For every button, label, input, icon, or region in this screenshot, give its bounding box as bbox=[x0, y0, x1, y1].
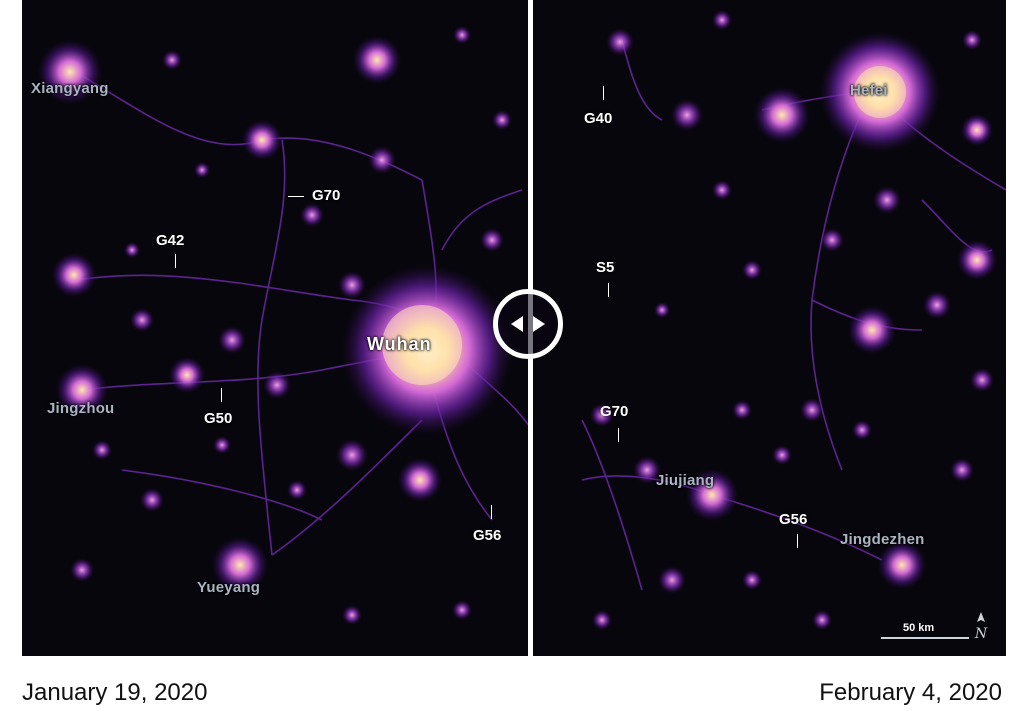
date-label-before: January 19, 2020 bbox=[22, 679, 208, 706]
scale-bar-label: 50 km bbox=[903, 622, 935, 634]
road-tick-g42 bbox=[175, 254, 176, 268]
left-right-arrows-icon bbox=[511, 316, 545, 332]
road-tick-g40 bbox=[603, 86, 604, 100]
road-tick-s5 bbox=[608, 283, 609, 297]
road-label-g56: G56 bbox=[473, 527, 502, 544]
date-label-after: February 4, 2020 bbox=[819, 679, 1002, 706]
road-tick-g56-right bbox=[797, 534, 798, 548]
night-lights-map-after bbox=[530, 0, 1006, 656]
road-label-s5: S5 bbox=[596, 259, 615, 276]
night-lights-map-before bbox=[22, 0, 530, 656]
city-label-yueyang: Yueyang bbox=[197, 579, 261, 596]
road-label-g70-right: G70 bbox=[600, 403, 629, 420]
before-after-map-viewer[interactable]: Xiangyang Wuhan Jingzhou Yueyang G70 G42… bbox=[22, 0, 1006, 656]
comparison-slider-handle[interactable] bbox=[493, 289, 563, 359]
road-tick-g56 bbox=[491, 505, 492, 519]
city-label-jingzhou: Jingzhou bbox=[47, 400, 115, 417]
scale-bar: 50 km bbox=[881, 622, 969, 642]
road-tick-g70-right bbox=[618, 428, 619, 442]
road-tick-g70 bbox=[288, 196, 304, 197]
city-label-jingdezhen: Jingdezhen bbox=[840, 531, 925, 548]
road-label-g42: G42 bbox=[156, 232, 185, 249]
map-pane-after: Hefei Jiujiang Jingdezhen G40 S5 G70 G56 bbox=[530, 0, 1006, 656]
road-label-g40: G40 bbox=[584, 110, 613, 127]
road-label-g70: G70 bbox=[312, 187, 341, 204]
city-label-xiangyang: Xiangyang bbox=[31, 80, 109, 97]
city-label-wuhan: Wuhan bbox=[367, 334, 432, 354]
road-label-g56-right: G56 bbox=[779, 511, 808, 528]
scale-bar-line bbox=[881, 637, 969, 639]
city-label-jiujiang: Jiujiang bbox=[656, 472, 715, 489]
road-label-g50: G50 bbox=[204, 410, 233, 427]
north-arrow-label: N bbox=[974, 626, 988, 642]
north-arrow-icon: N bbox=[974, 612, 988, 642]
city-label-hefei: Hefei bbox=[850, 82, 888, 99]
road-tick-g50 bbox=[221, 388, 222, 402]
map-pane-before: Xiangyang Wuhan Jingzhou Yueyang G70 G42… bbox=[22, 0, 530, 656]
